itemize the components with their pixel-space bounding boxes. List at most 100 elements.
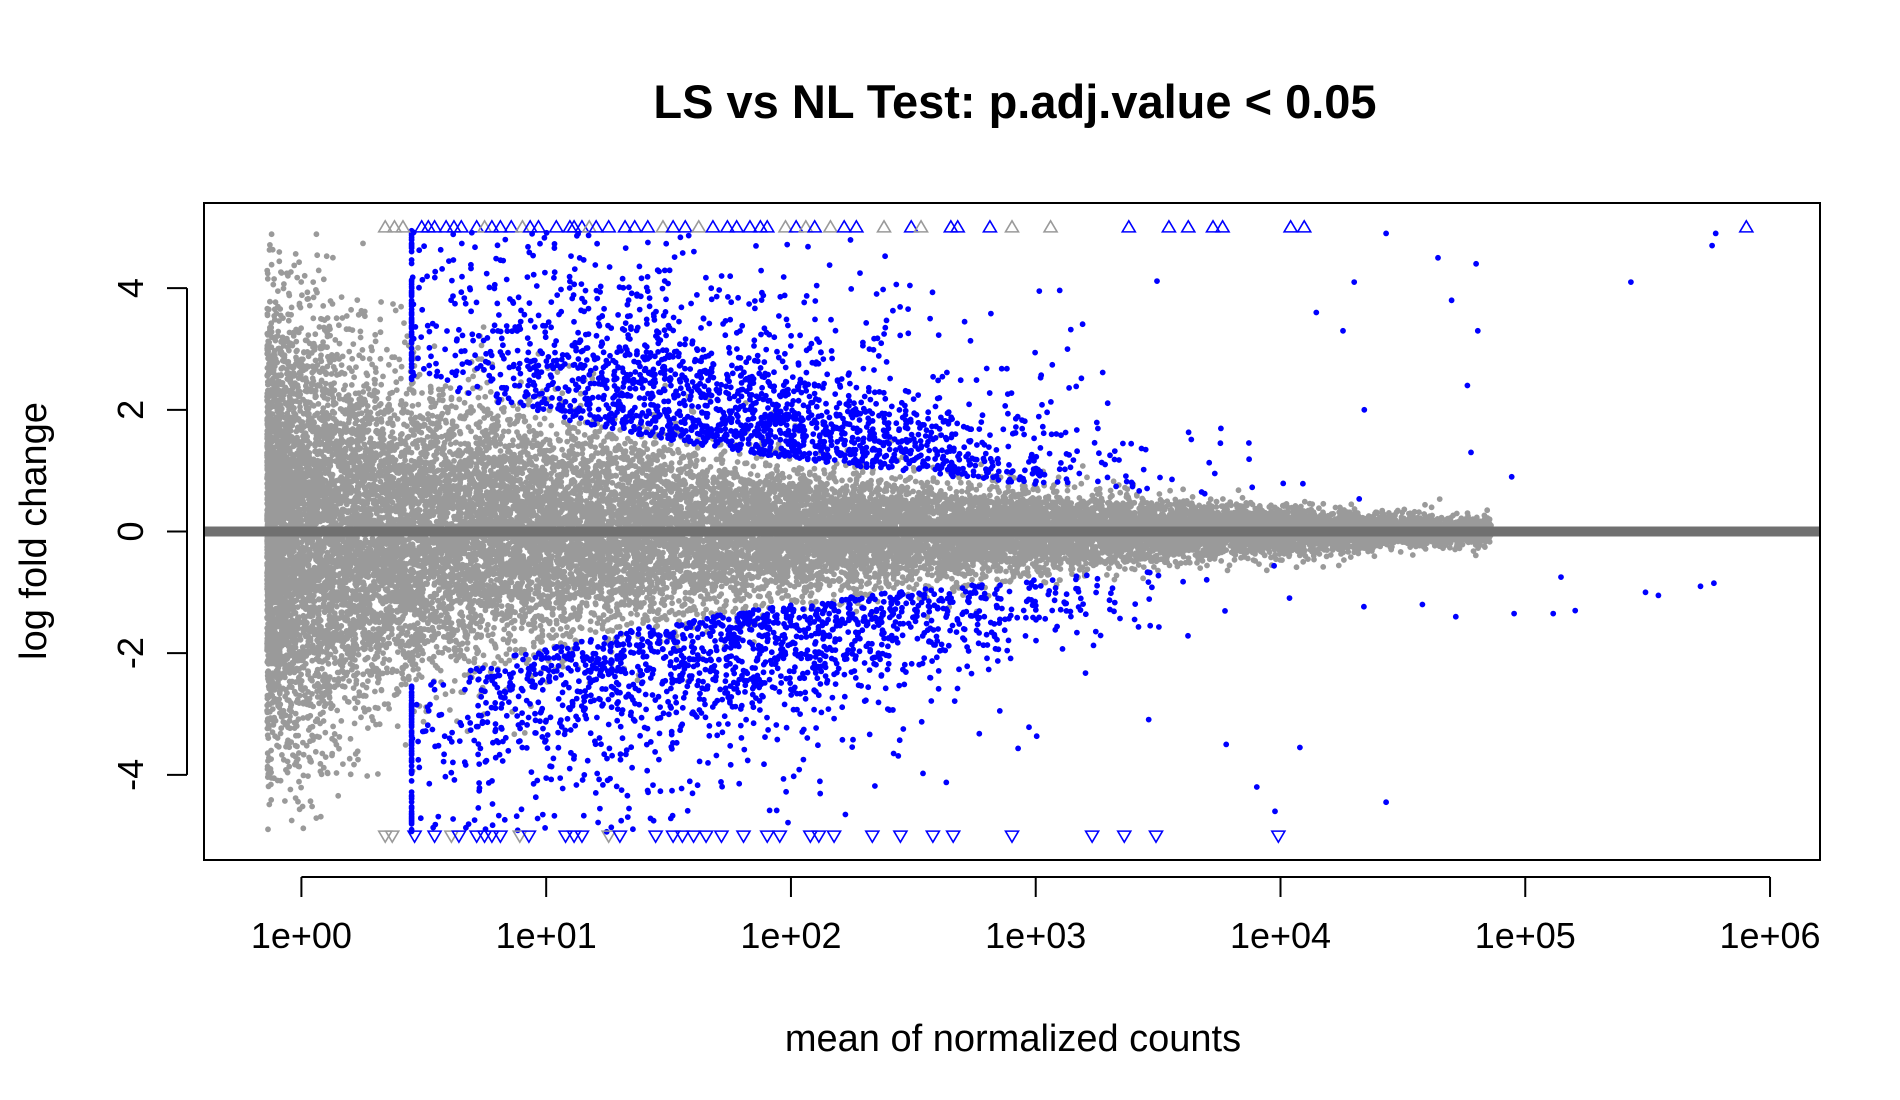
clipped-up-triangle xyxy=(903,219,920,233)
clipped-up-triangle xyxy=(1160,219,1177,233)
clipped-down-triangle xyxy=(771,830,788,844)
clipped-up-triangle xyxy=(848,219,865,233)
clipped-down-triangle xyxy=(802,830,819,844)
clipped-up-triangle xyxy=(413,219,430,233)
clipped-up-triangle xyxy=(1282,219,1299,233)
clipped-down-triangle xyxy=(759,830,776,844)
clipped-up-triangle xyxy=(1120,219,1137,233)
y-tick-label: 0 xyxy=(110,521,151,541)
clipped-down-triangle xyxy=(1148,830,1164,844)
clipped-up-triangle xyxy=(665,219,681,233)
clipped-down-triangle xyxy=(713,830,730,844)
clipped-down-triangle xyxy=(468,830,485,844)
plot-frame xyxy=(203,202,1821,861)
clipped-up-triangle xyxy=(566,219,582,233)
significant-points xyxy=(408,227,1719,835)
clipped-down-triangle xyxy=(826,830,842,844)
clipped-up-triangle xyxy=(395,219,411,233)
clipped-up-triangle xyxy=(453,219,470,233)
clipped-up-triangle xyxy=(1205,219,1221,233)
clipped-down-triangle xyxy=(647,830,664,844)
clipped-down-triangle xyxy=(945,830,962,844)
clipped-down-triangle xyxy=(1004,830,1020,844)
clipped-up-triangle xyxy=(677,219,694,233)
x-tick-label: 1e+06 xyxy=(1719,915,1820,956)
clipped-up-triangle xyxy=(822,219,839,233)
clipped-down-triangle xyxy=(384,830,401,844)
clipped-up-triangle xyxy=(876,219,892,233)
clipped-down-triangle xyxy=(685,830,702,844)
x-tick-label: 1e+02 xyxy=(740,915,841,956)
clipped-up-triangle xyxy=(1296,219,1313,233)
clipped-up-triangle xyxy=(949,219,966,233)
clipped-up-triangle xyxy=(705,219,721,233)
clipped-up-triangle xyxy=(503,219,520,233)
clipped-up-triangle xyxy=(1214,219,1231,233)
x-tick-label: 1e+00 xyxy=(251,915,352,956)
x-axis: 1e+00 1e+01 1e+02 1e+03 1e+04 1e+05 1e+06 xyxy=(251,876,1821,956)
x-tick-label: 1e+01 xyxy=(496,915,597,956)
clipped-down-triangle xyxy=(611,830,628,844)
clipped-down-triangle xyxy=(1116,830,1133,844)
clipped-up-triangle xyxy=(742,219,758,233)
clipped-down-triangle xyxy=(443,830,460,844)
clipped-down-triangle xyxy=(698,830,714,844)
y-tick-label: -4 xyxy=(110,759,151,791)
x-tick-label: 1e+03 xyxy=(985,915,1086,956)
clipped-down-triangle xyxy=(924,830,941,844)
clipped-up-triangle xyxy=(1004,219,1020,233)
clipped-up-triangle xyxy=(728,219,745,233)
clipped-down-triangle xyxy=(674,830,691,844)
clipped-down-triangle xyxy=(566,830,582,844)
clipped-down-triangle xyxy=(483,830,500,844)
clipped-up-triangle xyxy=(788,219,805,233)
x-tick-label: 1e+04 xyxy=(1230,915,1331,956)
y-axis: -4 -2 0 2 4 xyxy=(110,278,188,791)
clipped-down-triangle xyxy=(492,830,509,844)
clipped-up-triangle xyxy=(617,219,633,233)
clipped-up-triangle xyxy=(522,219,539,233)
clipped-up-triangle xyxy=(492,219,509,233)
y-axis-label: log fold change xyxy=(13,402,55,660)
clipped-up-triangle xyxy=(468,219,485,233)
clipped-up-triangle xyxy=(836,219,853,233)
clipped-up-triangle xyxy=(588,219,605,233)
clipped-up-triangle xyxy=(548,219,565,233)
clipped-down-triangle xyxy=(426,830,443,844)
clipped-up-triangle xyxy=(483,219,500,233)
clipped-up-triangle xyxy=(982,219,998,233)
clipped-down-triangle xyxy=(864,830,881,844)
clipped-up-triangle xyxy=(377,219,394,233)
clipped-up-triangle xyxy=(386,219,403,233)
clipped-up-triangle xyxy=(438,219,454,233)
clipped-up-triangle xyxy=(1042,219,1059,233)
clipped-down-triangle xyxy=(406,830,423,844)
clipped-down-triangle xyxy=(574,830,590,844)
clipped-up-triangle xyxy=(759,219,776,233)
x-axis-label: mean of normalized counts xyxy=(785,1018,1241,1060)
clipped-down-triangle xyxy=(521,830,537,844)
clipped-up-triangle xyxy=(913,219,929,233)
clipped-points-layer xyxy=(377,219,1755,844)
clipped-down-triangle xyxy=(665,830,681,844)
clipped-down-triangle xyxy=(451,830,467,844)
clipped-up-triangle xyxy=(806,219,823,233)
y-tick-label: 2 xyxy=(110,400,151,420)
clipped-down-triangle xyxy=(1270,830,1287,844)
y-tick-label: 4 xyxy=(110,278,151,298)
y-tick-label: -2 xyxy=(110,637,151,669)
clipped-up-triangle xyxy=(719,219,736,233)
clipped-down-triangle xyxy=(557,830,574,844)
clipped-down-triangle xyxy=(892,830,909,844)
clipped-up-triangle xyxy=(1738,219,1755,233)
clipped-up-triangle xyxy=(777,219,794,233)
clipped-up-triangle xyxy=(426,219,443,233)
clipped-down-triangle xyxy=(1084,830,1101,844)
clipped-down-triangle xyxy=(600,830,617,844)
clipped-up-triangle xyxy=(942,219,959,233)
clipped-down-triangle xyxy=(511,830,528,844)
clipped-up-triangle xyxy=(530,219,547,233)
clipped-up-triangle xyxy=(797,219,814,233)
clipped-up-triangle xyxy=(600,219,617,233)
